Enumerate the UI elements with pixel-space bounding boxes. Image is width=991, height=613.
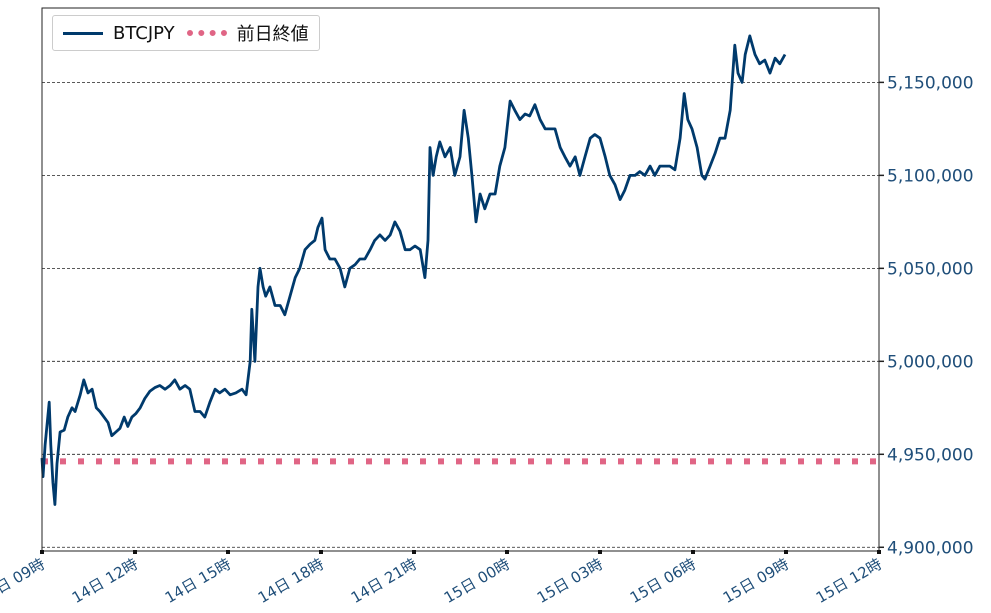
legend-label: 前日終値 bbox=[236, 24, 309, 45]
x-tick-mark bbox=[133, 550, 137, 554]
x-tick-mark bbox=[505, 550, 509, 554]
btcjpy-line bbox=[40, 34, 787, 506]
x-tick-mark bbox=[691, 550, 695, 554]
x-tick-label: 15日 03時 bbox=[534, 555, 606, 607]
grid-lines bbox=[42, 81, 879, 548]
x-tick-label: 14日 12時 bbox=[69, 555, 141, 607]
x-tick-mark bbox=[412, 550, 416, 554]
legend-swatch-dotted bbox=[186, 30, 227, 36]
x-tick-label: 14日 18時 bbox=[255, 555, 327, 607]
legend-item-prev-close: 前日終値 bbox=[186, 20, 309, 46]
x-tick-mark bbox=[40, 550, 44, 554]
legend-item-btcjpy: BTCJPY bbox=[63, 23, 175, 44]
x-tick-label: 15日 06時 bbox=[627, 555, 699, 607]
plot-frame bbox=[41, 7, 880, 552]
y-tick-label: 4,950,000 bbox=[887, 445, 974, 465]
x-tick-label: 15日 09時 bbox=[720, 555, 792, 607]
x-tick-label: 15日 12時 bbox=[813, 555, 885, 607]
x-tick-label: 14日 21時 bbox=[348, 555, 420, 607]
y-tick-label: 5,050,000 bbox=[887, 259, 974, 279]
series-layer bbox=[40, 34, 879, 506]
legend-swatch-line bbox=[63, 31, 103, 35]
y-tick-label: 4,900,000 bbox=[887, 538, 974, 558]
x-tick-mark bbox=[877, 550, 881, 554]
x-tick-mark bbox=[784, 550, 788, 554]
x-tick-label: 14日 15時 bbox=[162, 555, 234, 607]
y-tick-label: 5,150,000 bbox=[887, 73, 974, 93]
y-axis: 4,900,000 4,950,000 5,000,000 5,050,000 5,10… bbox=[879, 73, 974, 558]
x-tick-mark bbox=[226, 550, 230, 554]
x-tick-label: 15日 00時 bbox=[441, 555, 513, 607]
legend: BTCJPY 前日終値 bbox=[52, 15, 320, 51]
x-tick-mark bbox=[598, 550, 602, 554]
x-tick-label: 14日 09時 bbox=[0, 555, 48, 607]
x-tick-mark bbox=[319, 550, 323, 554]
y-tick-label: 5,000,000 bbox=[887, 352, 974, 372]
x-axis: 14日 09時 14日 12時 14日 15時 14日 18時 14日 21時 15日 0… bbox=[0, 550, 885, 607]
legend-label: BTCJPY bbox=[113, 22, 175, 44]
y-tick-label: 5,100,000 bbox=[887, 166, 974, 186]
